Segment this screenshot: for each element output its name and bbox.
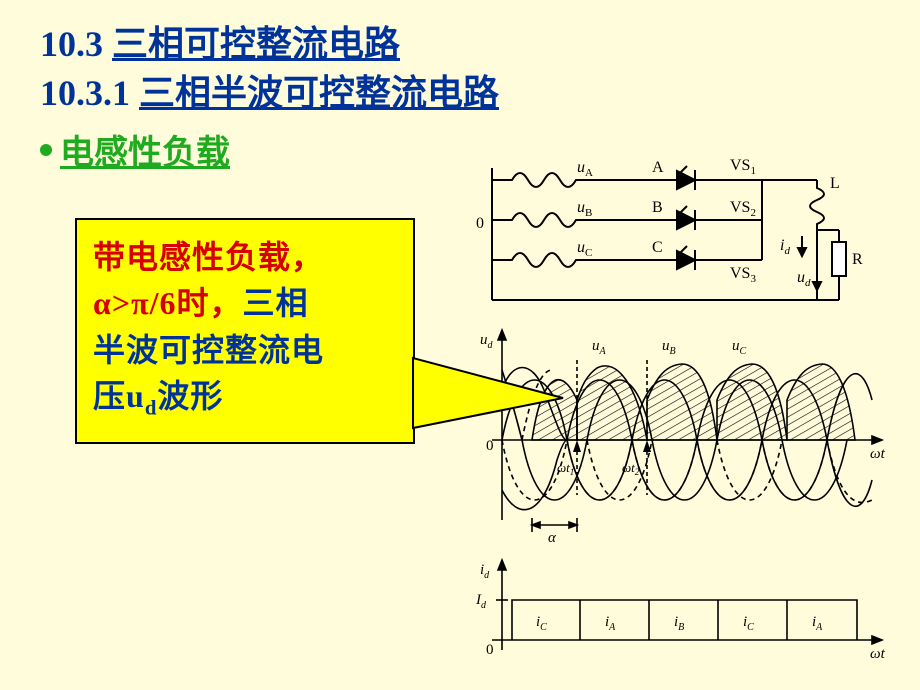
bullet-text: 电感性负载	[60, 125, 230, 174]
callout-blue-2c: 三相	[243, 285, 309, 321]
callout-red-2b: 时，	[177, 285, 243, 321]
svg-text:VS2: VS2	[730, 199, 756, 219]
heading-1-prefix: 10.3	[40, 24, 112, 64]
svg-text:ud: ud	[797, 269, 811, 289]
svg-text:iA: iA	[605, 614, 616, 633]
heading-2-prefix: 10.3.1	[40, 73, 139, 113]
svg-text:α: α	[548, 530, 557, 546]
callout-line-4: 压ud波形	[93, 373, 397, 424]
svg-text:A: A	[652, 159, 664, 176]
callout-blue-4b: 波形	[157, 378, 223, 414]
svg-text:VS3: VS3	[730, 265, 756, 285]
phase-c: uC C VS3	[492, 239, 756, 285]
callout-pointer-icon	[413, 348, 573, 478]
svg-text:id: id	[780, 237, 790, 257]
heading-2-text: 三相半波可控整流电路	[139, 73, 499, 113]
svg-text:R: R	[852, 251, 863, 268]
svg-text:uC: uC	[577, 239, 592, 259]
callout: 带电感性负载， α>π/6时，三相 半波可控整流电 压ud波形	[75, 218, 415, 444]
phase-b: uB B VS2	[492, 199, 756, 230]
callout-blue-4a: 压u	[93, 378, 145, 414]
svg-text:uB: uB	[577, 199, 592, 219]
svg-text:uA: uA	[592, 338, 607, 357]
callout-red-2a: α>π/6	[93, 285, 177, 321]
svg-text:iC: iC	[536, 614, 547, 633]
svg-text:C: C	[652, 239, 663, 256]
svg-text:ωt: ωt	[870, 446, 886, 462]
svg-text:B: B	[652, 199, 663, 216]
svg-text:iC: iC	[743, 614, 754, 633]
svg-text:0: 0	[486, 642, 494, 658]
svg-text:uB: uB	[662, 338, 676, 357]
phase-a: uA A VS1	[492, 157, 756, 190]
label-zero: 0	[476, 215, 484, 232]
callout-box: 带电感性负载， α>π/6时，三相 半波可控整流电 压ud波形	[75, 218, 415, 444]
svg-text:ωt: ωt	[870, 646, 886, 662]
svg-text:id: id	[480, 562, 490, 581]
svg-text:iB: iB	[674, 614, 684, 633]
current-waveform: id ωt 0 Id iC iA iB iC iA	[475, 560, 886, 662]
heading-1-text: 三相可控整流电路	[112, 24, 400, 64]
callout-line-1: 带电感性负载，	[93, 234, 397, 280]
svg-text:iA: iA	[812, 614, 823, 633]
slide: 10.3 三相可控整流电路 10.3.1 三相半波可控整流电路 电感性负载 带电…	[0, 0, 920, 690]
svg-text:L: L	[830, 175, 840, 192]
callout-line-3: 半波可控整流电	[93, 327, 397, 373]
callout-line-2: α>π/6时，三相	[93, 280, 397, 326]
heading-line-2: 10.3.1 三相半波可控整流电路	[40, 69, 880, 118]
svg-text:Id: Id	[475, 592, 487, 611]
bullet-dot-icon	[40, 144, 52, 156]
circuit-diagram: 0 uA A VS1	[476, 157, 863, 300]
svg-text:VS1: VS1	[730, 157, 756, 177]
svg-text:uA: uA	[577, 159, 593, 179]
heading-line-1: 10.3 三相可控整流电路	[40, 20, 880, 69]
svg-text:uC: uC	[732, 338, 747, 357]
callout-blue-4sub: d	[145, 397, 158, 420]
